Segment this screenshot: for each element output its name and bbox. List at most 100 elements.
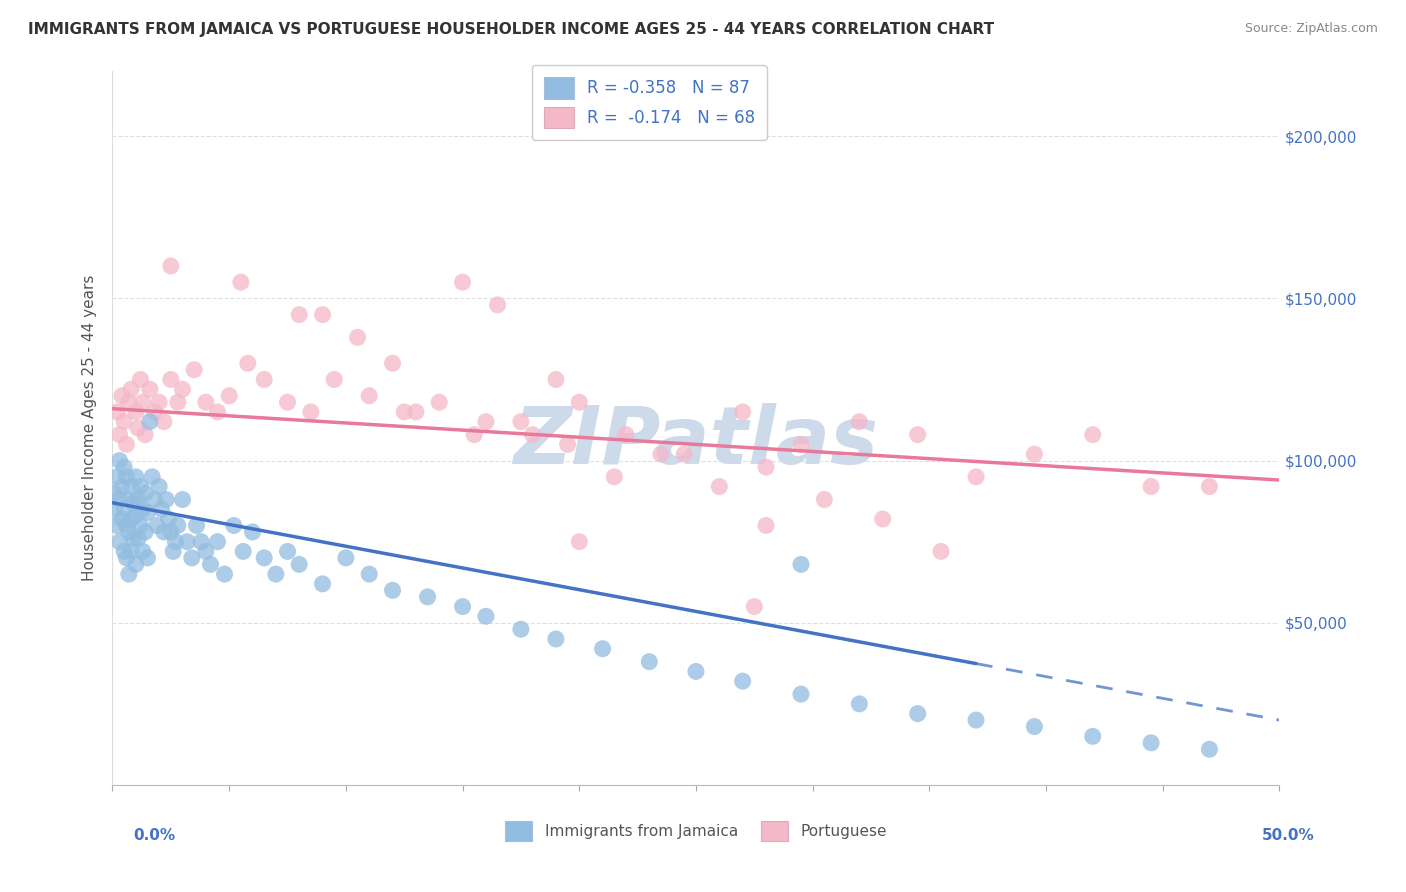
Point: [162, 544, 184, 558]
Point: [153, 524, 176, 539]
Point: [276, 544, 298, 558]
Point: [848, 697, 870, 711]
Point: [180, 550, 202, 565]
Y-axis label: Householder Income Ages 25 - 44 years: Householder Income Ages 25 - 44 years: [82, 275, 97, 582]
Point: [638, 655, 661, 669]
Point: [120, 479, 142, 493]
Point: [104, 486, 127, 500]
Point: [148, 479, 170, 493]
Point: [176, 534, 198, 549]
Point: [134, 427, 156, 442]
Point: [115, 470, 138, 484]
Legend: Immigrants from Jamaica, Portuguese: Immigrants from Jamaica, Portuguese: [498, 814, 894, 848]
Point: [134, 486, 156, 500]
Point: [790, 558, 813, 572]
Point: [709, 479, 731, 493]
Point: [186, 518, 208, 533]
Point: [125, 405, 148, 419]
Point: [1024, 720, 1046, 734]
Point: [731, 674, 754, 689]
Point: [650, 447, 672, 461]
Point: [755, 518, 778, 533]
Point: [509, 415, 531, 429]
Point: [132, 502, 155, 516]
Point: [673, 447, 696, 461]
Point: [288, 308, 311, 322]
Point: [125, 558, 148, 572]
Point: [394, 405, 416, 419]
Point: [127, 421, 149, 435]
Point: [486, 298, 509, 312]
Point: [1024, 447, 1046, 461]
Point: [190, 534, 212, 549]
Point: [125, 508, 148, 523]
Point: [381, 356, 404, 370]
Point: [965, 470, 987, 484]
Point: [522, 427, 544, 442]
Point: [136, 506, 159, 520]
Point: [105, 405, 128, 419]
Point: [335, 550, 357, 565]
Point: [965, 713, 987, 727]
Point: [557, 437, 579, 451]
Point: [311, 308, 333, 322]
Point: [416, 590, 439, 604]
Point: [120, 512, 142, 526]
Point: [544, 372, 567, 386]
Point: [129, 479, 152, 493]
Point: [299, 405, 322, 419]
Point: [813, 492, 835, 507]
Point: [166, 518, 188, 533]
Point: [112, 502, 135, 516]
Point: [132, 395, 155, 409]
Point: [744, 599, 766, 614]
Point: [118, 567, 141, 582]
Point: [111, 389, 134, 403]
Point: [872, 512, 894, 526]
Point: [155, 492, 177, 507]
Point: [755, 460, 778, 475]
Point: [105, 470, 128, 484]
Point: [253, 550, 276, 565]
Point: [136, 550, 159, 565]
Point: [592, 641, 614, 656]
Point: [288, 558, 311, 572]
Point: [166, 395, 188, 409]
Point: [157, 512, 180, 526]
Point: [907, 706, 929, 721]
Point: [183, 363, 205, 377]
Point: [129, 518, 152, 533]
Point: [207, 534, 229, 549]
Point: [222, 518, 245, 533]
Point: [112, 544, 135, 558]
Point: [104, 502, 127, 516]
Point: [172, 492, 194, 507]
Point: [112, 415, 135, 429]
Point: [509, 622, 531, 636]
Point: [685, 665, 707, 679]
Point: [150, 502, 173, 516]
Point: [125, 470, 148, 484]
Point: [160, 372, 183, 386]
Point: [118, 395, 141, 409]
Text: ZIPatlas: ZIPatlas: [513, 403, 879, 482]
Point: [112, 460, 135, 475]
Point: [105, 518, 128, 533]
Point: [427, 395, 450, 409]
Point: [451, 275, 474, 289]
Point: [153, 415, 176, 429]
Point: [194, 544, 217, 558]
Point: [139, 382, 162, 396]
Point: [115, 550, 138, 565]
Point: [129, 372, 152, 386]
Point: [172, 382, 194, 396]
Point: [311, 577, 333, 591]
Point: [253, 372, 276, 386]
Text: 0.0%: 0.0%: [134, 828, 176, 843]
Point: [359, 567, 381, 582]
Point: [603, 470, 626, 484]
Text: 50.0%: 50.0%: [1261, 828, 1315, 843]
Point: [790, 687, 813, 701]
Point: [568, 395, 591, 409]
Point: [143, 492, 166, 507]
